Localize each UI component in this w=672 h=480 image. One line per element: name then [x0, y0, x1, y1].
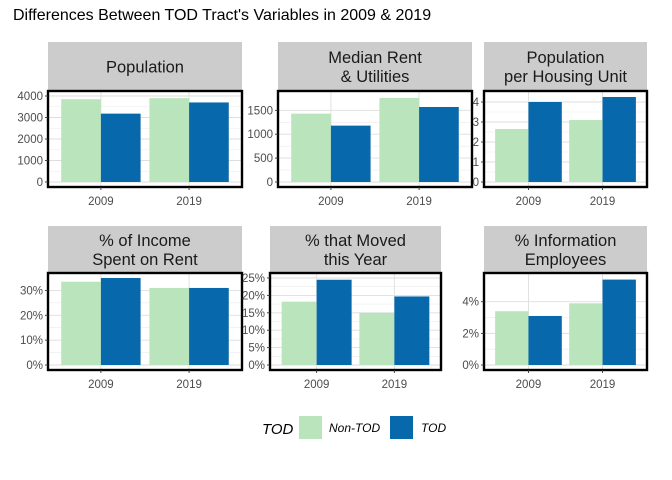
bar-tod: [189, 102, 229, 182]
panel-strip-label: Spent on Rent: [92, 251, 198, 269]
bar-tod: [602, 279, 636, 365]
y-tick-label: 15%: [242, 308, 265, 320]
panel-strip: [48, 42, 242, 91]
y-tick-label: 4000: [17, 91, 43, 103]
panel-strip-label: Population: [106, 59, 184, 77]
y-tick-label: 2000: [17, 134, 43, 146]
bar-tod: [189, 287, 229, 365]
bar-tod: [100, 113, 141, 182]
y-tick-label: 500: [254, 153, 273, 165]
bar-non-tod: [61, 99, 101, 182]
y-tick-label: 1: [473, 157, 479, 169]
bar-tod: [394, 296, 430, 365]
y-tick-label: 0: [473, 177, 479, 189]
panel-border: [46, 271, 244, 372]
y-tick-label: 0%: [26, 360, 43, 372]
bar-non-tod: [495, 311, 529, 365]
y-tick-label: 25%: [242, 273, 265, 285]
panel-strip-label: Employees: [525, 251, 607, 269]
x-tick-label: 2019: [406, 196, 432, 208]
bar-non-tod: [379, 97, 420, 182]
x-tick-label: 2019: [590, 196, 616, 208]
y-tick-label: 1000: [247, 129, 273, 141]
panel-strip-label: this Year: [324, 251, 388, 269]
panel-strip-label: per Housing Unit: [504, 68, 627, 86]
x-tick-label: 2009: [304, 379, 330, 391]
x-tick-label: 2009: [516, 196, 542, 208]
bar-non-tod: [149, 287, 190, 365]
y-tick-label: 10%: [20, 335, 43, 347]
bar-tod: [100, 278, 141, 365]
bar-non-tod: [149, 98, 190, 182]
x-tick-label: 2019: [176, 196, 202, 208]
bar-tod: [419, 106, 459, 182]
bar-tod: [528, 102, 562, 182]
panel-strip: [484, 226, 647, 273]
y-tick-label: 10%: [242, 325, 265, 337]
panel-border: [276, 89, 474, 189]
y-tick-label: 4: [473, 97, 480, 109]
y-tick-label: 4%: [462, 297, 479, 309]
x-tick-label: 2009: [88, 379, 114, 391]
bar-non-tod: [495, 129, 529, 182]
y-tick-label: 3000: [17, 113, 43, 125]
y-tick-label: 20%: [242, 290, 265, 302]
panel-strip: [270, 226, 441, 273]
bar-tod: [602, 97, 636, 182]
legend-label: Non-TOD: [329, 421, 380, 435]
y-tick-label: 0: [37, 177, 43, 189]
y-tick-label: 1000: [17, 156, 43, 168]
legend-key-tod: [390, 416, 413, 439]
y-tick-label: 0: [267, 177, 273, 189]
legend-label: TOD: [421, 421, 446, 435]
y-tick-label: 2: [473, 137, 479, 149]
bar-non-tod: [569, 120, 603, 182]
y-tick-label: 1500: [247, 105, 273, 117]
x-tick-label: 2009: [318, 196, 344, 208]
bar-non-tod: [359, 312, 395, 365]
y-tick-label: 2%: [462, 328, 479, 340]
y-tick-label: 20%: [20, 310, 43, 322]
panel-strip-label: Population: [527, 49, 605, 67]
legend-title: TOD: [262, 421, 294, 438]
panel-strip: [278, 42, 472, 91]
panel-border: [482, 89, 649, 189]
bar-non-tod: [569, 303, 603, 365]
panel-border: [268, 271, 443, 372]
panel-strip: [484, 42, 647, 91]
legend-key-non-tod: [299, 416, 322, 439]
y-tick-label: 3: [473, 117, 479, 129]
panel-strip-label: % of Income: [99, 232, 191, 250]
x-tick-label: 2019: [176, 379, 202, 391]
panel-strip: [48, 226, 242, 273]
bar-tod: [330, 125, 371, 182]
panel-strip-label: & Utilities: [341, 68, 410, 86]
bar-non-tod: [61, 281, 101, 365]
panel-strip-label: % that Moved: [305, 232, 406, 250]
y-tick-label: 30%: [20, 285, 43, 297]
bar-non-tod: [291, 113, 331, 182]
chart-title: Differences Between TOD Tract's Variable…: [13, 7, 432, 24]
x-tick-label: 2019: [382, 379, 408, 391]
x-tick-label: 2009: [88, 196, 114, 208]
bar-non-tod: [281, 301, 317, 365]
bar-tod: [528, 315, 562, 365]
bar-tod: [316, 279, 352, 365]
panel-strip-label: Median Rent: [328, 49, 422, 67]
y-tick-label: 0%: [248, 360, 265, 372]
y-tick-label: 5%: [248, 343, 265, 355]
panel-strip-label: % Information: [515, 232, 617, 250]
y-tick-label: 0%: [462, 360, 479, 372]
x-tick-label: 2009: [516, 379, 542, 391]
x-tick-label: 2019: [590, 379, 616, 391]
panel-border: [482, 271, 649, 372]
